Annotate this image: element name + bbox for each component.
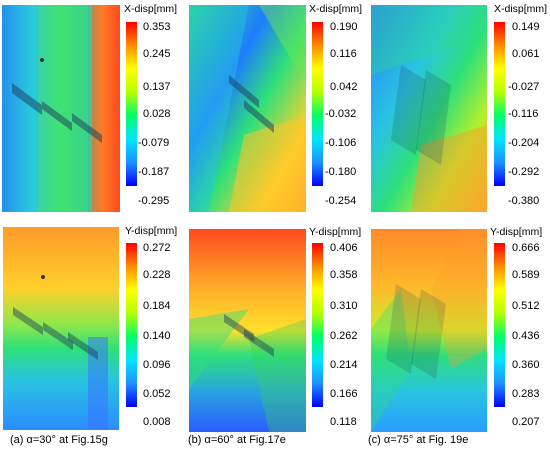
colorbar-tick: 0.008 <box>143 416 171 428</box>
colorbar <box>312 243 323 407</box>
colorbar-tick: -0.106 <box>325 137 357 149</box>
colorbar-tick: 0.666 <box>512 242 540 254</box>
colorbar-tick: -0.187 <box>138 166 170 178</box>
colorbar-tick: 0.358 <box>330 269 358 281</box>
dic-field-x-alpha60 <box>189 5 306 212</box>
colorbar-tick: -0.204 <box>508 137 540 149</box>
colorbar-tick: 0.228 <box>143 269 171 281</box>
dic-field-y-alpha75 <box>371 229 487 432</box>
colorbar-tick: -0.254 <box>325 195 357 207</box>
colorbar-tick: 0.360 <box>512 359 540 371</box>
colorbar-tick: 0.166 <box>330 388 358 400</box>
colorbar-tick: 0.283 <box>512 388 540 400</box>
dic-field-y-alpha30 <box>3 227 119 430</box>
colorbar-tick: 0.118 <box>330 416 357 428</box>
colorbar-tick: -0.079 <box>138 137 170 149</box>
colorbar-tick: -0.027 <box>508 81 540 93</box>
colorbar-tick: 0.262 <box>330 330 358 342</box>
colorbar-title: Y-disp[mm] <box>125 225 178 237</box>
colorbar-tick: 0.512 <box>512 300 540 312</box>
colorbar-tick: 0.042 <box>330 81 358 93</box>
colorbar <box>494 243 505 407</box>
colorbar-tick: -0.292 <box>508 166 540 178</box>
colorbar-tick: 0.245 <box>143 48 171 60</box>
colorbar-tick: 0.116 <box>330 48 357 60</box>
colorbar-tick: -0.295 <box>138 195 170 207</box>
colorbar-tick: 0.149 <box>512 21 540 33</box>
colorbar-tick: 0.140 <box>143 330 171 342</box>
colorbar <box>494 22 505 186</box>
colorbar-tick: 0.137 <box>143 81 171 93</box>
dic-field-x-alpha30 <box>2 5 120 212</box>
colorbar-tick: 0.184 <box>143 300 171 312</box>
colorbar <box>126 22 137 186</box>
colorbar-tick: 0.406 <box>330 242 358 254</box>
caption-a: (a) α=30° at Fig.15g <box>10 434 108 446</box>
colorbar-tick: -0.180 <box>325 166 357 178</box>
colorbar-tick: 0.589 <box>512 269 540 281</box>
colorbar-tick: 0.214 <box>330 359 358 371</box>
colorbar-tick: 0.310 <box>330 300 358 312</box>
colorbar-tick: 0.061 <box>512 48 540 60</box>
caption-b: (b) α=60° at Fig.17e <box>188 434 286 446</box>
colorbar-title: X-disp[mm] <box>124 3 178 15</box>
colorbar-tick: -0.380 <box>508 195 540 207</box>
caption-c: (c) α=75° at Fig. 19e <box>368 434 469 446</box>
colorbar-tick: 0.353 <box>143 21 171 33</box>
colorbar-tick: 0.207 <box>512 416 540 428</box>
colorbar <box>312 22 323 186</box>
colorbar-tick: -0.116 <box>508 108 539 120</box>
colorbar-title: Y-disp[mm] <box>309 226 362 238</box>
colorbar-tick: 0.436 <box>512 330 540 342</box>
colorbar <box>126 243 137 407</box>
colorbar-title: X-disp[mm] <box>309 3 363 15</box>
colorbar-tick: 0.190 <box>330 21 358 33</box>
colorbar-tick: 0.096 <box>143 359 171 371</box>
dic-field-y-alpha60 <box>189 229 306 432</box>
colorbar-tick: -0.032 <box>325 108 357 120</box>
dic-field-x-alpha75 <box>371 5 487 212</box>
colorbar-tick: 0.272 <box>143 242 171 254</box>
colorbar-tick: 0.028 <box>143 108 171 120</box>
colorbar-title: X-disp[mm] <box>494 3 548 15</box>
colorbar-title: Y-disp[mm] <box>490 226 543 238</box>
colorbar-tick: 0.052 <box>143 388 171 400</box>
